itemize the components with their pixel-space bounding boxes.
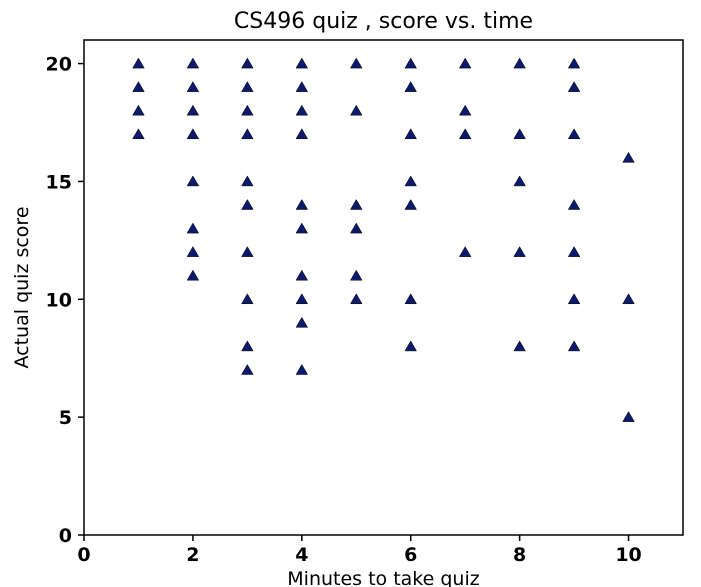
x-tick-label: 0: [77, 544, 90, 566]
y-axis-label: Actual quiz score: [11, 206, 33, 368]
x-tick-label: 8: [513, 544, 526, 566]
y-tick-label: 10: [46, 289, 72, 311]
x-tick-label: 6: [404, 544, 417, 566]
y-tick-label: 20: [46, 54, 72, 76]
plot-area: [84, 40, 683, 535]
x-axis-label: Minutes to take quiz: [287, 568, 479, 587]
chart-title: CS496 quiz , score vs. time: [234, 9, 533, 34]
x-tick-label: 2: [186, 544, 199, 566]
y-tick-label: 5: [59, 407, 72, 429]
x-tick-label: 10: [615, 544, 641, 566]
scatter-chart: 0 2 4 6 8 10 0 5 10 15 20 Minutes to take quiz Actua…: [0, 0, 701, 587]
y-tick-label: 0: [59, 525, 72, 547]
x-tick-label: 4: [295, 544, 308, 566]
y-tick-label: 15: [46, 171, 72, 193]
